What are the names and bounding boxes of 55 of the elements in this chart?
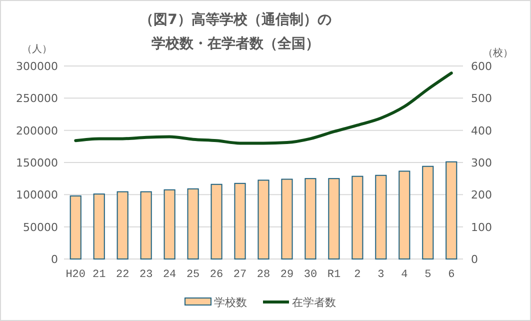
bar [93,194,105,260]
bar [234,182,246,260]
bar [116,191,128,260]
bar [281,178,293,260]
bar [304,178,316,260]
y-axis-title: （人） [22,44,52,55]
legend-label: 学校数 [214,296,247,309]
x-tick-label: 21 [92,269,106,281]
bar [258,180,270,260]
x-tick-label: 24 [162,269,177,281]
bar [422,166,434,260]
x-tick-label: 4 [401,269,408,281]
y2-tick-label: 200 [471,188,492,202]
y2-axis-title: （校） [483,47,513,59]
bar [187,188,199,260]
y-tick-label: 100000 [16,188,58,202]
y2-tick-label: 400 [471,124,492,138]
y2-tick-label: 100 [471,220,492,234]
chart-title: （図7）高等学校（通信制）の [140,11,332,28]
bar [398,170,410,260]
bar [352,176,364,260]
bar [140,191,152,260]
line-series [74,72,453,145]
y2-tick-label: 300 [471,156,492,170]
chart-subtitle: 学校数・在学者数（全国） [152,36,320,52]
y2-tick-label: 600 [471,60,492,73]
bar [210,184,222,260]
x-tick-label: 29 [280,269,294,281]
y-tick-label: 250000 [16,92,58,106]
y-tick-label: 150000 [16,156,58,170]
x-tick-label: 2 [354,269,361,281]
y-tick-label: 50000 [23,220,58,234]
bar [375,174,387,260]
y-tick-label: 300000 [16,60,58,73]
x-tick-label: 5 [424,269,432,281]
x-tick-label: 25 [186,269,200,281]
x-tick-label: 28 [256,269,270,281]
x-tick-label: H20 [66,269,86,281]
x-tick-label: 23 [139,269,153,281]
bar [70,195,82,260]
y2-tick-label: 0 [471,253,478,266]
x-tick-label: 6 [448,269,455,281]
x-tick-label: 30 [304,269,318,281]
bar [446,161,458,260]
y2-tick-label: 500 [471,92,492,106]
x-tick-label: 3 [378,269,384,281]
x-tick-label: R1 [327,269,341,281]
y-tick-label: 200000 [16,124,58,138]
x-tick-label: 22 [116,269,130,281]
bar [328,178,340,260]
x-tick-label: 26 [210,269,224,281]
x-tick-label: 27 [233,269,247,281]
legend-label: 在学者数 [292,296,336,309]
bar [164,189,176,260]
y-tick-label: 0 [51,253,58,266]
